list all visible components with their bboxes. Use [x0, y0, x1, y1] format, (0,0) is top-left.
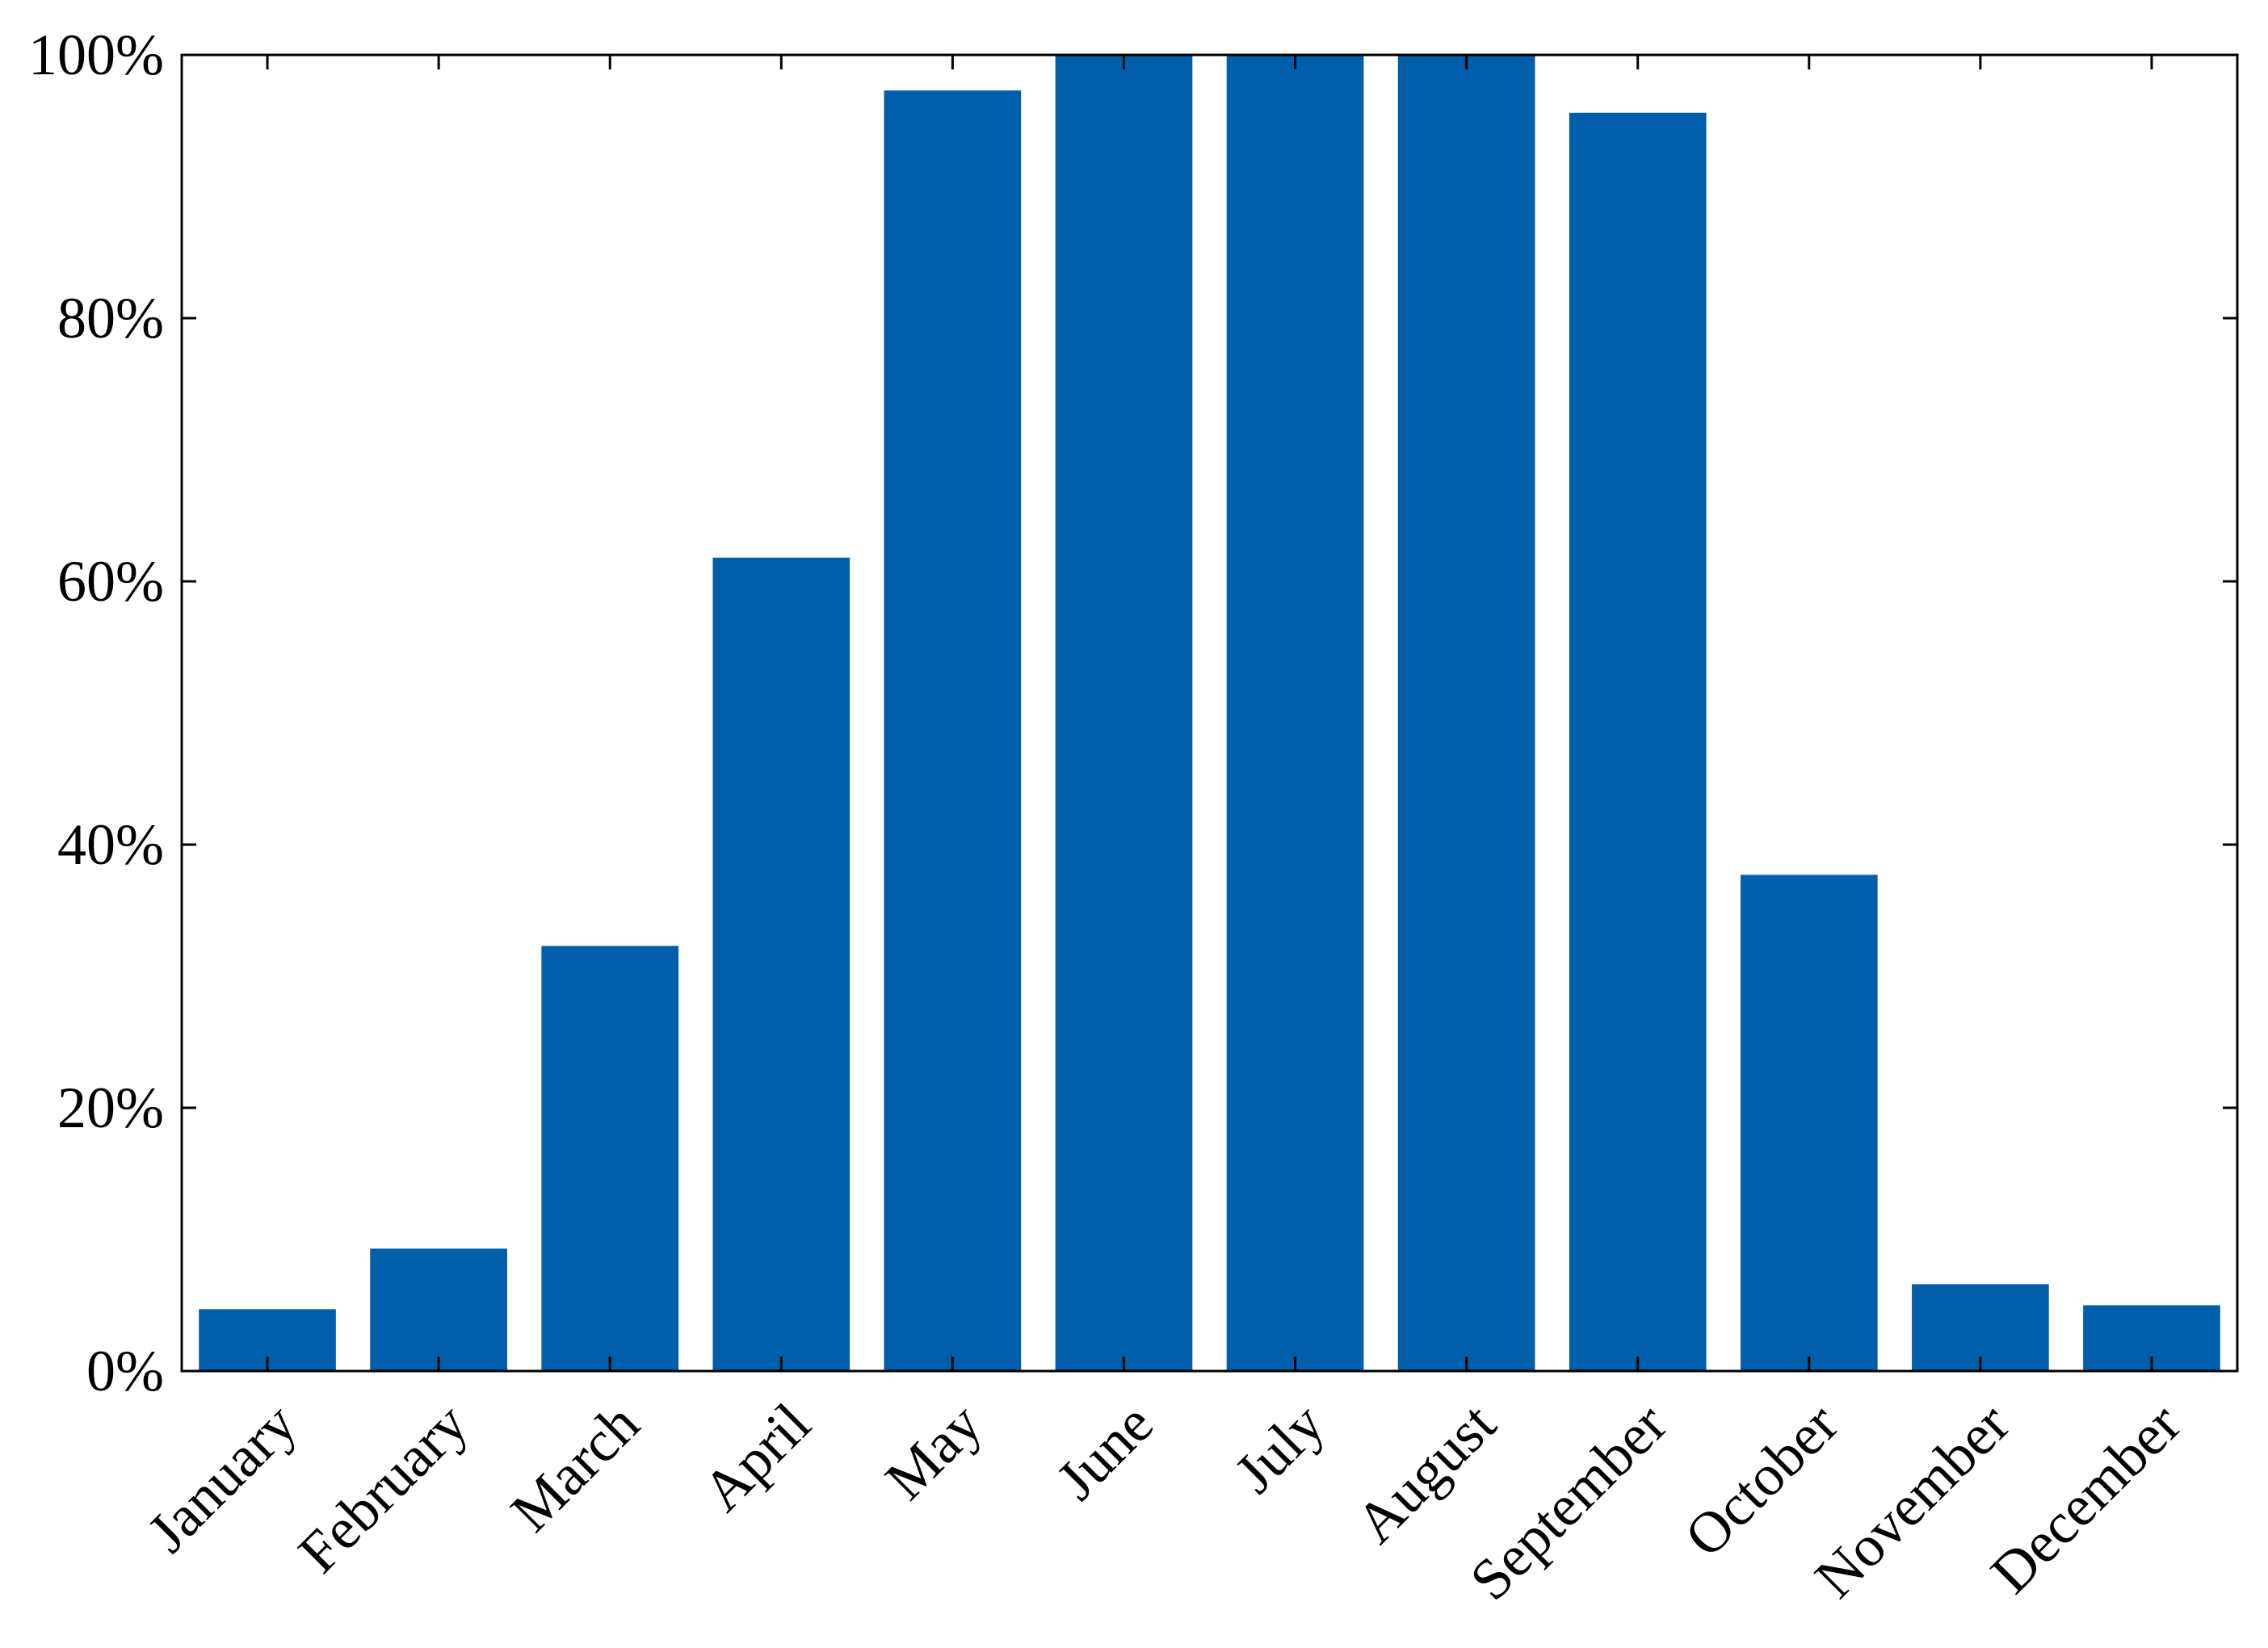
x-tick-label: June [1044, 1391, 1166, 1512]
bar-july [1226, 55, 1364, 1371]
x-tick-label: July [1222, 1391, 1336, 1505]
x-tick-label: May [873, 1391, 994, 1512]
bar-february [370, 1248, 507, 1371]
ticks-group [182, 53, 2237, 1373]
bar-october [1740, 874, 1878, 1371]
bar-september [1569, 112, 1707, 1372]
bar-june [1055, 55, 1193, 1371]
y-tick-label: 100% [28, 23, 164, 87]
bar-april [712, 557, 850, 1371]
y-tick-labels: 0% 20% 40% 60% 80% 100% [28, 23, 164, 1403]
y-tick-label: 80% [57, 286, 164, 350]
x-tick-label: February [286, 1391, 480, 1585]
plot-frame [180, 53, 2239, 1373]
x-tick-label: December [1979, 1391, 2194, 1606]
y-tick-label: 40% [57, 812, 164, 877]
bar-august [1397, 55, 1535, 1371]
y-tick-label: 0% [86, 1339, 164, 1403]
y-tick-label: 20% [57, 1076, 164, 1140]
bar-may [884, 90, 1022, 1371]
x-tick-label: March [498, 1391, 651, 1544]
x-tick-label: April [691, 1391, 823, 1524]
x-tick-label: January [135, 1391, 309, 1565]
x-tick-label: August [1343, 1391, 1508, 1556]
y-tick-label: 60% [57, 549, 164, 614]
bars-group [199, 55, 2220, 1372]
bar-march [541, 946, 679, 1371]
